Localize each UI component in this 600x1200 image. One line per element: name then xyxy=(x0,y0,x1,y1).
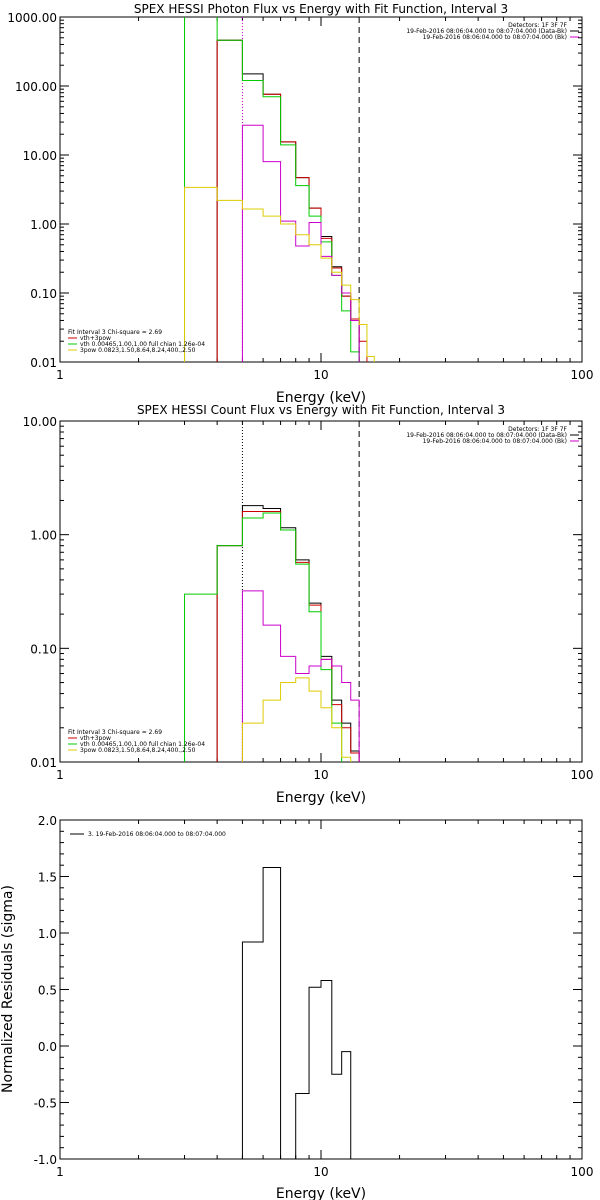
resid-y-tick-label: 0.0 xyxy=(38,1040,57,1054)
photon-fit-legend-header: Fit Interval 3 Chi-square = 2.69 xyxy=(68,329,162,336)
resid-series-0 xyxy=(295,979,352,1159)
count-series-1 xyxy=(216,510,360,762)
photon-top-legend-text: 19-Feb-2016 08:06:04.000 to 08:07:04.000… xyxy=(423,34,567,41)
resid-y-tick-label: -1.0 xyxy=(34,1153,57,1167)
photon-series-2 xyxy=(184,17,360,362)
photon-fit-legend-text: 3pow 0.0823,1.50,8.64,8.24,400.,2.50 xyxy=(80,347,196,354)
resid-x-axis-label: Energy (keV) xyxy=(276,1186,366,1200)
count-y-tick-label: 1.00 xyxy=(30,529,57,543)
resid-x-tick-label: 10 xyxy=(313,1165,328,1179)
photon-top-legend-text: Detectors: 1F 3F 7F xyxy=(508,22,567,29)
photon-series-1 xyxy=(216,39,368,362)
resid-series-group xyxy=(241,866,352,1159)
photon-x-tick-label: 100 xyxy=(571,368,594,382)
photon-plot-title: SPEX HESSI Photon Flux vs Energy with Fi… xyxy=(134,2,508,16)
photon-y-tick-label: 0.10 xyxy=(30,287,57,301)
photon-fit-legend-text: vth+3pow xyxy=(80,335,111,342)
resid-y-tick-label: 1.0 xyxy=(38,927,57,941)
resid-series-0 xyxy=(241,866,282,1159)
resid-plot-frame xyxy=(59,819,583,1160)
count-top-legend-text: 19-Feb-2016 08:06:04.000 to 08:07:04.000… xyxy=(406,432,567,439)
photon-series-0 xyxy=(216,39,360,362)
count-y-tick-label: 0.01 xyxy=(30,756,57,770)
count-top-legend-text: 19-Feb-2016 08:06:04.000 to 08:07:04.000… xyxy=(423,438,567,445)
resid-y-tick-label: 2.0 xyxy=(38,814,57,828)
photon-series-group xyxy=(184,17,375,362)
photon-fit-legend-text: vth 0.00465,1.00,1.00 full chian 1.26e-0… xyxy=(80,341,205,348)
photon-x-tick-label: 1 xyxy=(56,368,64,382)
count-fit-legend-text: vth 0.00465,1.00,1.00 full chian 1.26e-0… xyxy=(80,741,205,748)
resid-x-tick-label: 100 xyxy=(571,1165,594,1179)
residuals-panel: Energy (keV) Normalized Residuals (sigma… xyxy=(0,814,593,1200)
count-flux-panel: SPEX HESSI Count Flux vs Energy with Fit… xyxy=(23,403,594,806)
count-fit-legend-text: vth+3pow xyxy=(80,735,111,742)
resid-y-tick-label: 0.5 xyxy=(38,984,57,998)
resid-x-tick-label: 1 xyxy=(56,1165,64,1179)
count-series-0 xyxy=(216,505,360,762)
resid-y-tick-label: -0.5 xyxy=(34,1097,57,1111)
photon-y-tick-label: 0.01 xyxy=(30,356,57,370)
count-fit-legend-text: 3pow 0.0823,1.50,8.64,8.24,400.,2.50 xyxy=(80,747,196,754)
count-series-group xyxy=(184,505,360,762)
count-x-tick-label: 1 xyxy=(56,768,64,782)
count-fit-legend-header: Fit Interval 3 Chi-square = 2.69 xyxy=(68,729,162,736)
count-series-4 xyxy=(241,677,352,762)
count-series-2 xyxy=(184,512,343,762)
count-x-axis-label: Energy (keV) xyxy=(276,790,366,806)
resid-y-tick-label: 1.5 xyxy=(38,871,57,885)
photon-y-tick-label: 100.00 xyxy=(15,80,57,94)
resid-legend-text: 3. 19-Feb-2016 08:06:04.000 to 08:07:04.… xyxy=(88,831,226,838)
photon-plot-frame xyxy=(59,16,583,363)
photon-x-axis-label: Energy (keV) xyxy=(276,390,366,406)
photon-flux-panel: SPEX HESSI Photon Flux vs Energy with Fi… xyxy=(7,2,594,406)
count-y-tick-label: 10.00 xyxy=(23,415,57,429)
photon-y-tick-label: 10.00 xyxy=(23,149,57,163)
count-x-tick-label: 10 xyxy=(313,768,328,782)
count-plot-frame xyxy=(59,420,583,763)
count-top-legend-text: Detectors: 1F 3F 7F xyxy=(508,426,567,433)
photon-series-4 xyxy=(184,186,375,362)
photon-y-tick-label: 1000.00 xyxy=(7,11,57,25)
photon-y-tick-label: 1.00 xyxy=(30,218,57,232)
count-series-3 xyxy=(241,590,360,762)
photon-top-legend-text: 19-Feb-2016 08:06:04.000 to 08:07:04.000… xyxy=(406,28,567,35)
photon-series-3 xyxy=(241,124,360,362)
count-y-tick-label: 0.10 xyxy=(30,642,57,656)
count-plot-title: SPEX HESSI Count Flux vs Energy with Fit… xyxy=(137,403,505,417)
count-x-tick-label: 100 xyxy=(571,768,594,782)
photon-x-tick-label: 10 xyxy=(313,368,328,382)
resid-y-axis-label: Normalized Residuals (sigma) xyxy=(0,885,16,1093)
